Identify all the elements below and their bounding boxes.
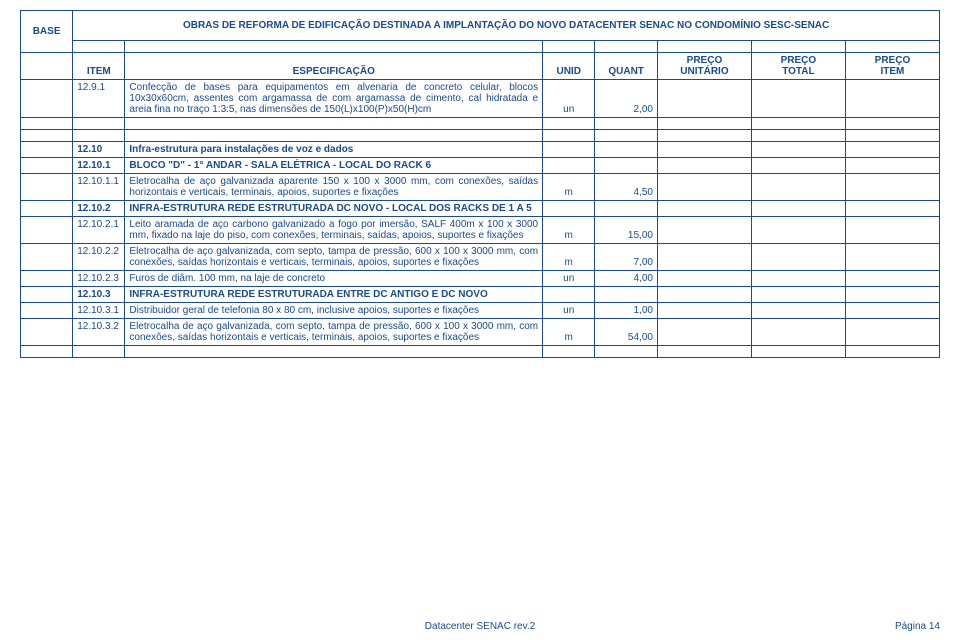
- spacer-row: [21, 41, 940, 53]
- title-row: BASE OBRAS DE REFORMA DE EDIFICAÇÃO DEST…: [21, 11, 940, 41]
- page-number: Página 14: [895, 621, 940, 632]
- cell-item: 12.10.1: [73, 158, 125, 174]
- hdr-spec: ESPECIFICAÇÃO: [125, 53, 543, 80]
- base-header: BASE: [21, 11, 73, 53]
- hdr-unit: PREÇOUNITÁRIO: [657, 53, 751, 80]
- table-row: 12.10.2.3 Furos de diâm. 100 mm, na laje…: [21, 271, 940, 287]
- table-row: 12.9.1 Confecção de bases para equipamen…: [21, 80, 940, 118]
- cell-quant: 7,00: [595, 244, 658, 271]
- cell-item: 12.10.3: [73, 287, 125, 303]
- hdr-pitem: PREÇOITEM: [845, 53, 939, 80]
- spacer-row: [21, 118, 940, 130]
- spacer-row: [21, 130, 940, 142]
- hdr-total: PREÇOTOTAL: [751, 53, 845, 80]
- cell-spec: Eletrocalha de aço galvanizada aparente …: [125, 174, 543, 201]
- table-row: 12.10.1 BLOCO "D" - 1° ANDAR - SALA ELÉT…: [21, 158, 940, 174]
- cell-spec: INFRA-ESTRUTURA REDE ESTRUTURADA DC NOVO…: [125, 201, 543, 217]
- cell-spec: Distribuidor geral de telefonia 80 x 80 …: [125, 303, 543, 319]
- project-title: OBRAS DE REFORMA DE EDIFICAÇÃO DESTINADA…: [73, 11, 940, 41]
- table-row: 12.10.3 INFRA-ESTRUTURA REDE ESTRUTURADA…: [21, 287, 940, 303]
- cell-spec: Infra-estrutura para instalações de voz …: [125, 142, 543, 158]
- cell-quant: 1,00: [595, 303, 658, 319]
- cell-spec: Eletrocalha de aço galvanizada, com sept…: [125, 319, 543, 346]
- spacer-row: [21, 346, 940, 358]
- cell-quant: 2,00: [595, 80, 658, 118]
- cell-spec: Furos de diâm. 100 mm, na laje de concre…: [125, 271, 543, 287]
- cell-unid: un: [543, 80, 595, 118]
- cell-quant: 4,50: [595, 174, 658, 201]
- table-row: 12.10.2.1 Leito aramada de aço carbono g…: [21, 217, 940, 244]
- footer-center: Datacenter SENAC rev.2: [0, 621, 960, 632]
- cell-spec: BLOCO "D" - 1° ANDAR - SALA ELÉTRICA - L…: [125, 158, 543, 174]
- cell-unid: un: [543, 271, 595, 287]
- cell-unid: un: [543, 303, 595, 319]
- cell-quant: 4,00: [595, 271, 658, 287]
- cell-spec: Eletrocalha de aço galvanizada, com sept…: [125, 244, 543, 271]
- table-row: 12.10.3.1 Distribuidor geral de telefoni…: [21, 303, 940, 319]
- hdr-quant: QUANT: [595, 53, 658, 80]
- table-row: 12.10.3.2 Eletrocalha de aço galvanizada…: [21, 319, 940, 346]
- cell-unid: m: [543, 244, 595, 271]
- cell-item: 12.10.2.2: [73, 244, 125, 271]
- hdr-item: ITEM: [73, 53, 125, 80]
- cell-unid: m: [543, 319, 595, 346]
- spec-table: BASE OBRAS DE REFORMA DE EDIFICAÇÃO DEST…: [20, 10, 940, 358]
- cell-unid: m: [543, 174, 595, 201]
- table-row: 12.10.1.1 Eletrocalha de aço galvanizada…: [21, 174, 940, 201]
- cell-item: 12.10.3.1: [73, 303, 125, 319]
- table-row: 12.10.2 INFRA-ESTRUTURA REDE ESTRUTURADA…: [21, 201, 940, 217]
- cell-item: 12.10.3.2: [73, 319, 125, 346]
- table-row: 12.10.2.2 Eletrocalha de aço galvanizada…: [21, 244, 940, 271]
- cell-spec: INFRA-ESTRUTURA REDE ESTRUTURADA ENTRE D…: [125, 287, 543, 303]
- cell-item: 12.10: [73, 142, 125, 158]
- cell-quant: 15,00: [595, 217, 658, 244]
- column-headers: ITEM ESPECIFICAÇÃO UNID QUANT PREÇOUNITÁ…: [21, 53, 940, 80]
- cell-item: 12.10.1.1: [73, 174, 125, 201]
- cell-spec: Leito aramada de aço carbono galvanizado…: [125, 217, 543, 244]
- cell-item: 12.10.2.3: [73, 271, 125, 287]
- cell-unid: m: [543, 217, 595, 244]
- cell-item: 12.10.2.1: [73, 217, 125, 244]
- cell-item: 12.10.2: [73, 201, 125, 217]
- cell-item: 12.9.1: [73, 80, 125, 118]
- hdr-unid: UNID: [543, 53, 595, 80]
- cell-spec: Confecção de bases para equipamentos em …: [125, 80, 543, 118]
- cell-quant: 54,00: [595, 319, 658, 346]
- table-row: 12.10 Infra-estrutura para instalações d…: [21, 142, 940, 158]
